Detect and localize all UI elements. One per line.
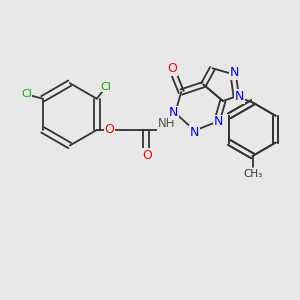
Text: O: O [142, 149, 152, 162]
Text: Cl: Cl [21, 89, 32, 99]
Text: N: N [190, 126, 199, 139]
Text: N: N [214, 115, 223, 128]
Text: CH₃: CH₃ [243, 169, 262, 179]
Text: Cl: Cl [100, 82, 111, 92]
Text: O: O [105, 123, 115, 136]
Text: NH: NH [158, 118, 176, 130]
Text: N: N [235, 90, 244, 103]
Text: N: N [230, 66, 239, 79]
Text: N: N [169, 106, 178, 119]
Text: O: O [167, 62, 177, 75]
